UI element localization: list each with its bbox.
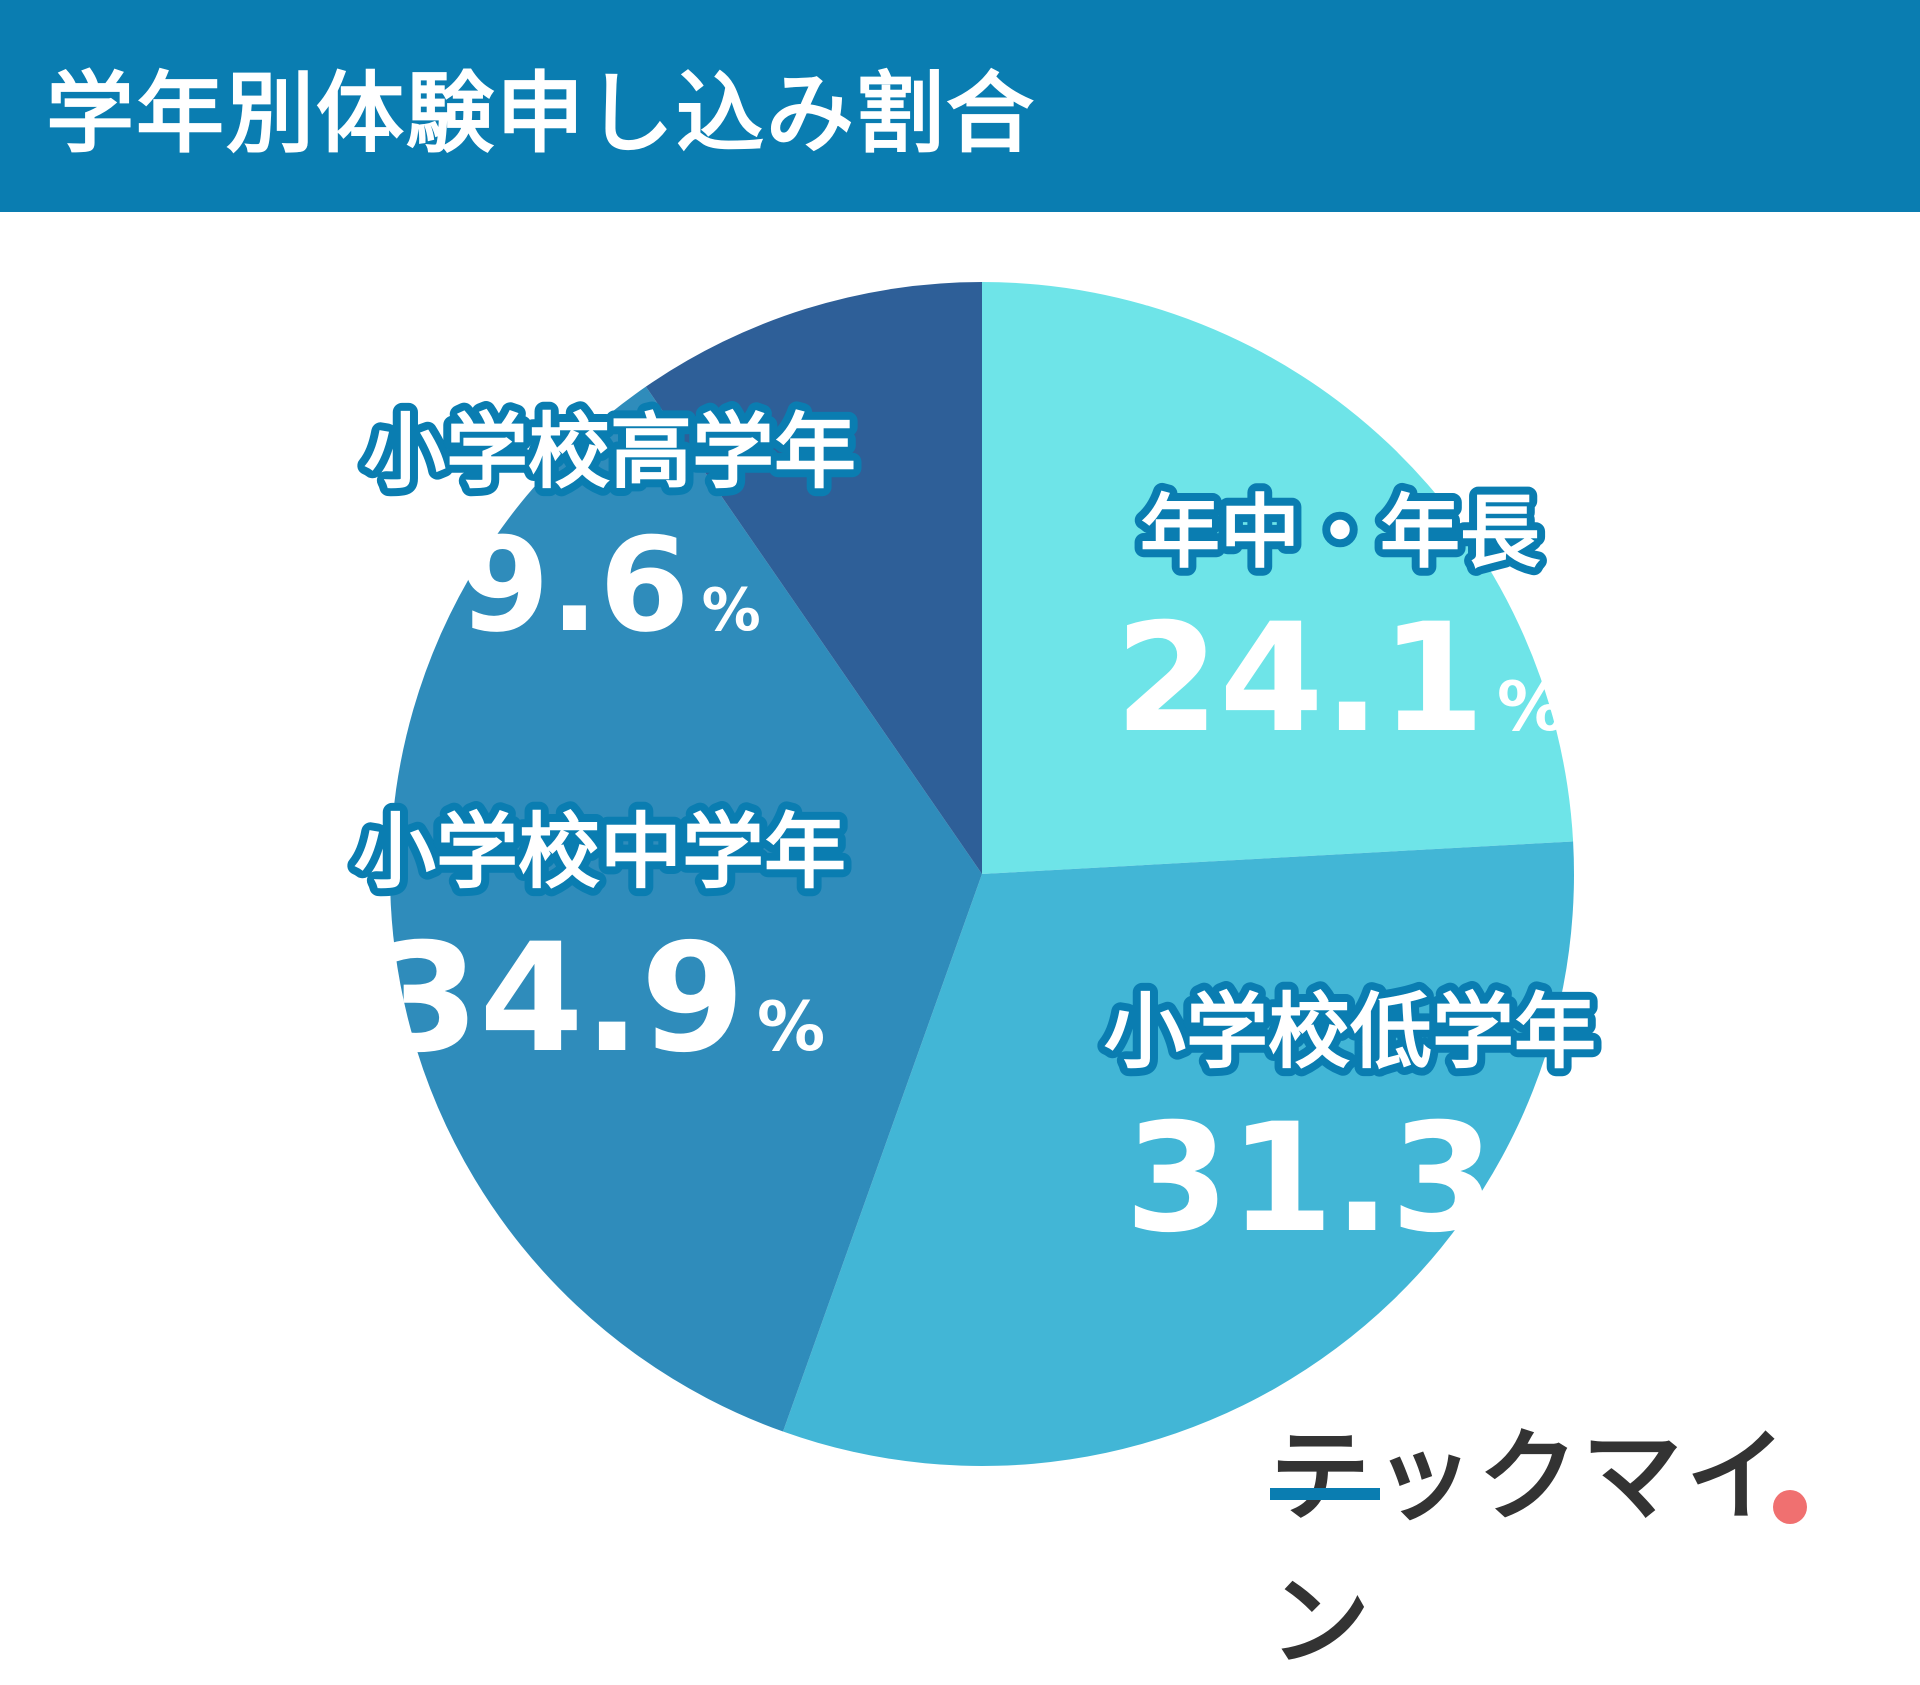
slice-value-unit: %	[702, 575, 761, 644]
slice-value-unit: %	[757, 988, 825, 1067]
brand-logo: テックマイン	[1270, 1418, 1890, 1680]
pie-labels: 年中・年長 24.1 % 小学校低学年 31.3 % 小学校中学年 34.9 % 小学校高学年9.…	[346, 397, 1604, 1266]
slice-value-number: 24.1	[1115, 592, 1485, 766]
logo-accent-bar	[1270, 1488, 1380, 1500]
title-banner: 学年別体験申し込み割合	[0, 0, 1920, 212]
slice-category-label: 小学校低学年	[1104, 985, 1596, 1080]
slice-category-label: 小学校高学年	[364, 405, 856, 500]
slice-value-unit: %	[1497, 668, 1565, 747]
slice-value-unit: %	[1507, 1168, 1575, 1247]
slice-category-label: 小学校中学年	[354, 805, 846, 900]
slice-value-label: 9.6%	[459, 509, 760, 661]
slice-value-label: 31.3%	[1125, 1092, 1575, 1266]
slice-value-label: 24.1%	[1115, 592, 1565, 766]
slice-value-number: 34.9	[375, 912, 745, 1086]
slice-value-label: 34.9%	[375, 912, 825, 1086]
pie-chart: 年中・年長 24.1 % 小学校低学年 31.3 % 小学校中学年 34.9 % 小学校高学年9.…	[346, 282, 1604, 1466]
pie-slice	[982, 282, 1574, 874]
slice-value-number: 31.3	[1125, 1092, 1495, 1266]
page-title: 学年別体験申し込み割合	[46, 61, 1037, 165]
pie-slices	[389, 282, 1574, 1466]
pie-slice	[783, 841, 1574, 1466]
logo-text: テックマイン	[1270, 1418, 1790, 1680]
pie-slice	[645, 282, 982, 874]
logo-dot-icon	[1773, 1490, 1807, 1524]
slice-category-label: 年中・年長	[1140, 486, 1541, 579]
pie-slice	[389, 386, 983, 1432]
slice-value-number: 9.6	[459, 509, 689, 661]
